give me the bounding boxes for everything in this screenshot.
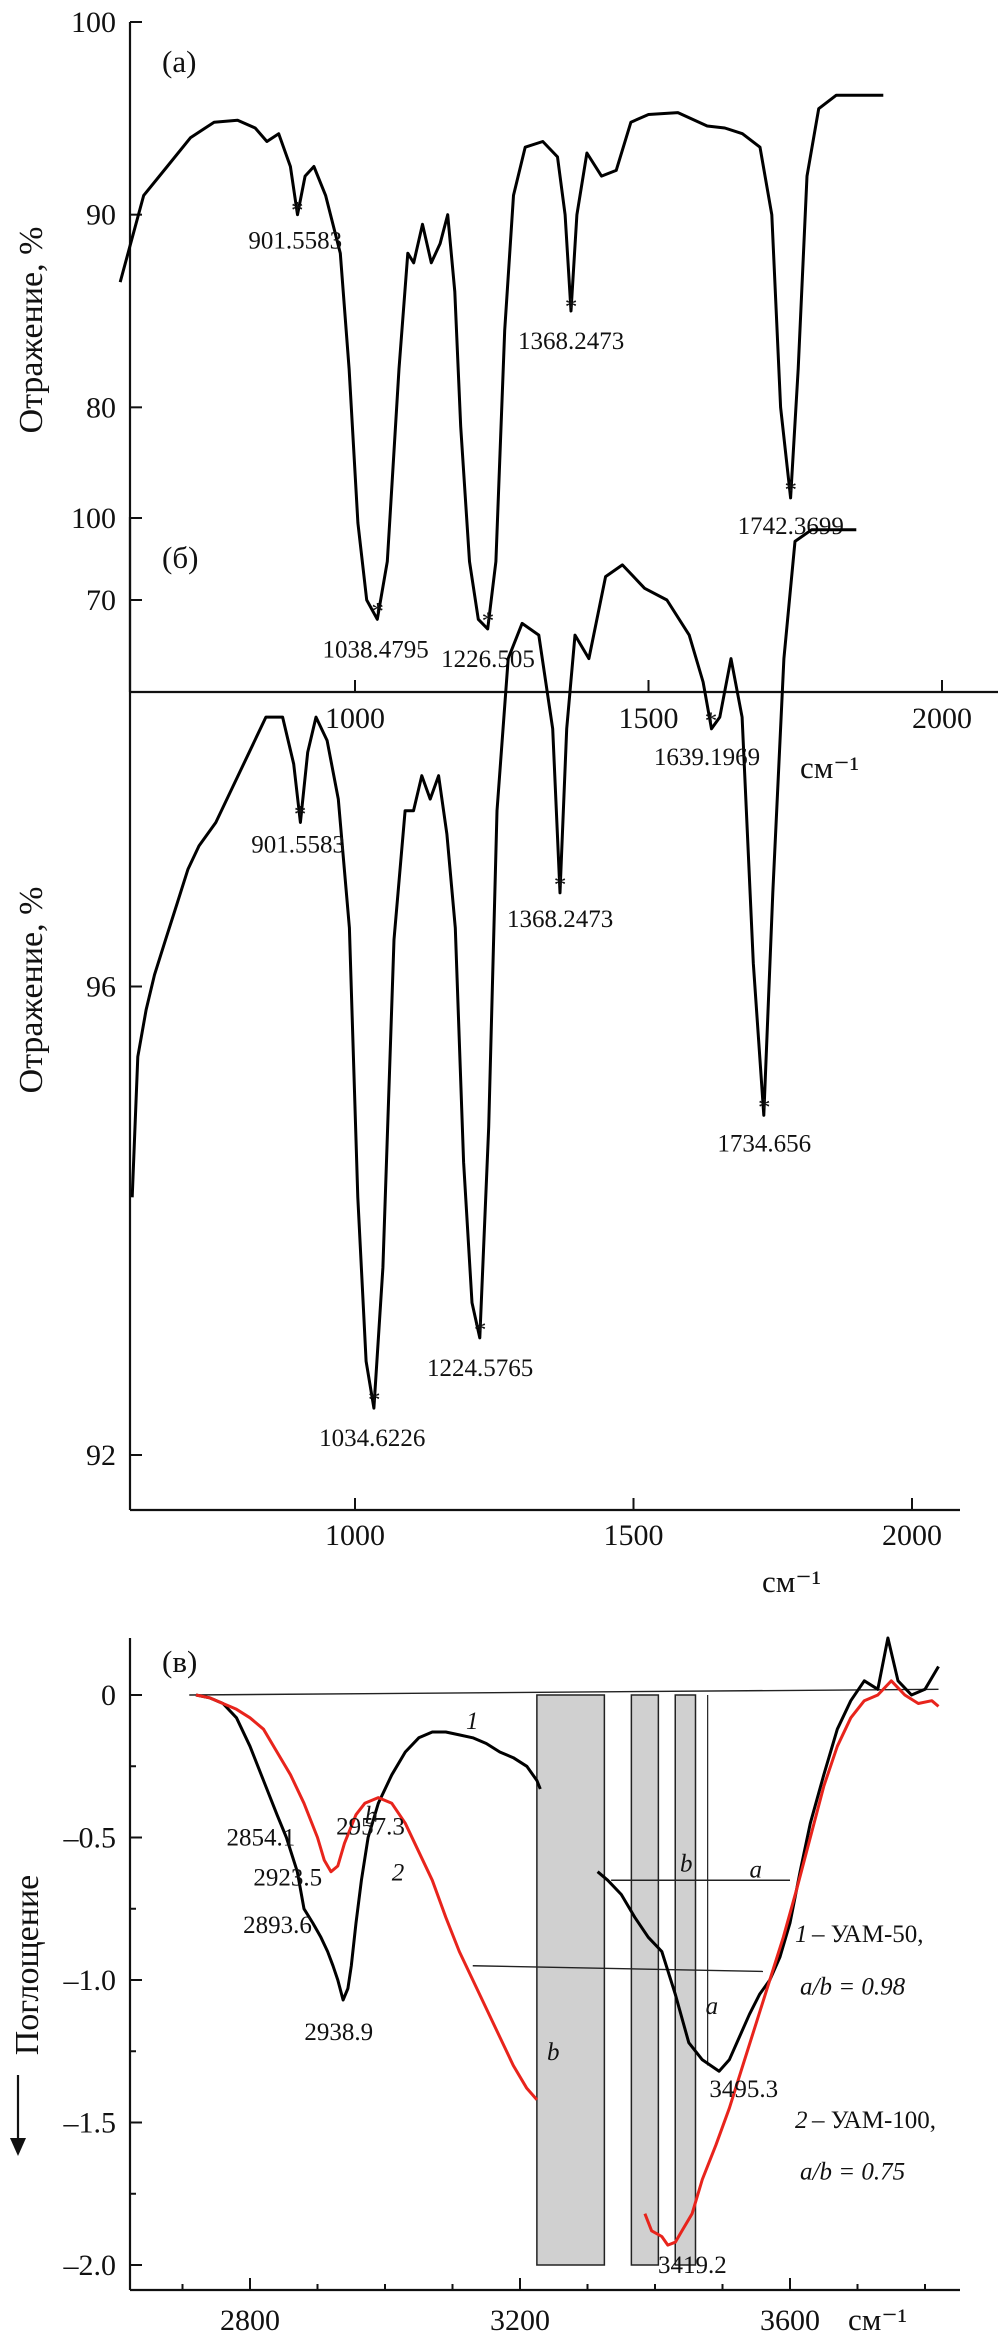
x-tick-label: 3200 bbox=[490, 2304, 550, 2337]
x-axis-unit-label: см⁻¹ bbox=[800, 750, 859, 785]
y-tick-label: –2.0 bbox=[63, 2249, 117, 2282]
panel-label: (а) bbox=[162, 44, 196, 79]
peak-marker: * bbox=[482, 608, 495, 635]
y-tick-label: 100 bbox=[71, 502, 116, 535]
peak-marker: * bbox=[565, 294, 578, 321]
peak-annotation: 2923.5 bbox=[253, 1865, 322, 1892]
peak-annotation: 1034.6226 bbox=[319, 1425, 425, 1452]
peak-annotation: 2957.3 bbox=[336, 1814, 405, 1841]
peak-marker: * bbox=[294, 802, 307, 829]
ratio-line-b bbox=[472, 1965, 764, 1973]
peak-annotation: 1368.2473 bbox=[507, 906, 613, 933]
legend-2-text: – УАМ-100, bbox=[811, 2107, 936, 2134]
peak-annotation: 2854.1 bbox=[227, 1825, 296, 1852]
x-tick-label: 1500 bbox=[619, 702, 679, 735]
panel-c-absorbance-spectrum: 0 –0.5 –1.0 –1.5 –2.0 2800 3200 3600 см⁻¹ (в) Погл… bbox=[9, 1636, 960, 2337]
y-tick-label: –1.0 bbox=[63, 1964, 117, 1997]
y-axis-label: Поглощение bbox=[9, 1875, 46, 2056]
x-tick-label: 1000 bbox=[325, 1519, 385, 1552]
panel-label: (в) bbox=[162, 1644, 197, 1679]
x-axis-unit-label: см⁻¹ bbox=[762, 1564, 821, 1599]
x-tick-label: 1000 bbox=[325, 702, 385, 735]
ratio-label-b: b bbox=[680, 1851, 693, 1878]
curve-1-label: 1 bbox=[466, 1708, 479, 1735]
y-tick-label: –0.5 bbox=[63, 1822, 117, 1855]
x-tick-label: 2800 bbox=[220, 2304, 280, 2337]
baseline bbox=[189, 1688, 939, 1696]
y-tick-label: 90 bbox=[86, 199, 116, 232]
series-line-2 bbox=[195, 1693, 539, 2101]
y-tick-label: 70 bbox=[86, 584, 116, 617]
x-tick-label: 2000 bbox=[912, 702, 972, 735]
peak-marker: * bbox=[785, 477, 798, 504]
peak-annotation: 3419.2 bbox=[658, 2252, 727, 2279]
panel-a-reflectance-spectrum: 70 80 90 100 1000 1500 2000 см⁻¹ (а) Отражение, %… bbox=[13, 6, 998, 785]
legend-2-number: 2 bbox=[795, 2107, 808, 2134]
shaded-band bbox=[674, 1694, 697, 2266]
x-axis-unit-label: см⁻¹ bbox=[848, 2302, 907, 2337]
y-tick-label: 92 bbox=[86, 1439, 116, 1472]
legend-1-number: 1 bbox=[795, 1921, 808, 1948]
peak-marker: * bbox=[371, 598, 384, 625]
legend-2-ratio: a/b = 0.75 bbox=[800, 2159, 905, 2186]
series-line-0 bbox=[195, 1693, 542, 2002]
y-tick-label: –1.5 bbox=[63, 2107, 117, 2140]
series-line-3 bbox=[643, 1679, 940, 2247]
ratio-label-b: b bbox=[547, 2039, 560, 2066]
y-tick-label: 96 bbox=[86, 971, 116, 1004]
down-arrow-head-icon bbox=[10, 2138, 26, 2156]
y-tick-label: 0 bbox=[101, 1679, 116, 1712]
peak-annotation: 1226.505 bbox=[441, 646, 535, 673]
ratio-label-a: a bbox=[706, 1993, 719, 2020]
x-tick-label: 2000 bbox=[882, 1519, 942, 1552]
peak-annotation: 2893.6 bbox=[243, 1912, 312, 1939]
peak-annotation: 901.5583 bbox=[248, 228, 342, 255]
y-tick-label: 100 bbox=[71, 6, 116, 39]
peak-marker: * bbox=[368, 1387, 381, 1414]
ratio-label-b: b bbox=[365, 1802, 378, 1829]
y-axis-label: Отражение, % bbox=[13, 887, 50, 1094]
integration-regions bbox=[189, 1688, 939, 2266]
shaded-band bbox=[536, 1694, 606, 2266]
x-tick-label: 3600 bbox=[760, 2304, 820, 2337]
peak-annotation: 1038.4795 bbox=[322, 636, 428, 663]
ratio-label-a: a bbox=[750, 1856, 763, 1883]
peak-annotation: 901.5583 bbox=[251, 832, 345, 859]
y-tick-label: 80 bbox=[86, 391, 116, 424]
panel-b-reflectance-spectrum: 92 96 100 1000 1500 2000 см⁻¹ (б) Отражение, % * 9… bbox=[13, 502, 960, 1599]
legend-1-ratio: a/b = 0.98 bbox=[800, 1973, 906, 2000]
peak-annotation: 1742.3699 bbox=[738, 513, 844, 540]
peak-annotation: 1368.2473 bbox=[518, 328, 624, 355]
legend-1-text: – УАМ-50, bbox=[811, 1921, 924, 1948]
peak-marker: * bbox=[705, 708, 718, 735]
shaded-band bbox=[630, 1694, 660, 2266]
y-axis-label: Отражение, % bbox=[13, 227, 50, 434]
curve-2-label: 2 bbox=[392, 1859, 405, 1886]
series-line-0 bbox=[130, 528, 857, 1410]
peak-marker: * bbox=[758, 1094, 771, 1121]
peak-marker: * bbox=[474, 1317, 487, 1344]
peak-annotation: 1734.656 bbox=[717, 1130, 811, 1157]
panel-label: (б) bbox=[162, 540, 198, 575]
peak-annotation: 1224.5765 bbox=[427, 1355, 533, 1382]
peak-marker: * bbox=[554, 872, 567, 899]
peak-annotation: 3495.3 bbox=[709, 2076, 778, 2103]
series-line-0 bbox=[118, 93, 884, 631]
x-tick-label: 1500 bbox=[604, 1519, 664, 1552]
peak-annotation: 1639.1969 bbox=[654, 744, 760, 771]
peak-marker: * bbox=[291, 198, 304, 225]
peak-annotation: 2938.9 bbox=[304, 2019, 373, 2046]
